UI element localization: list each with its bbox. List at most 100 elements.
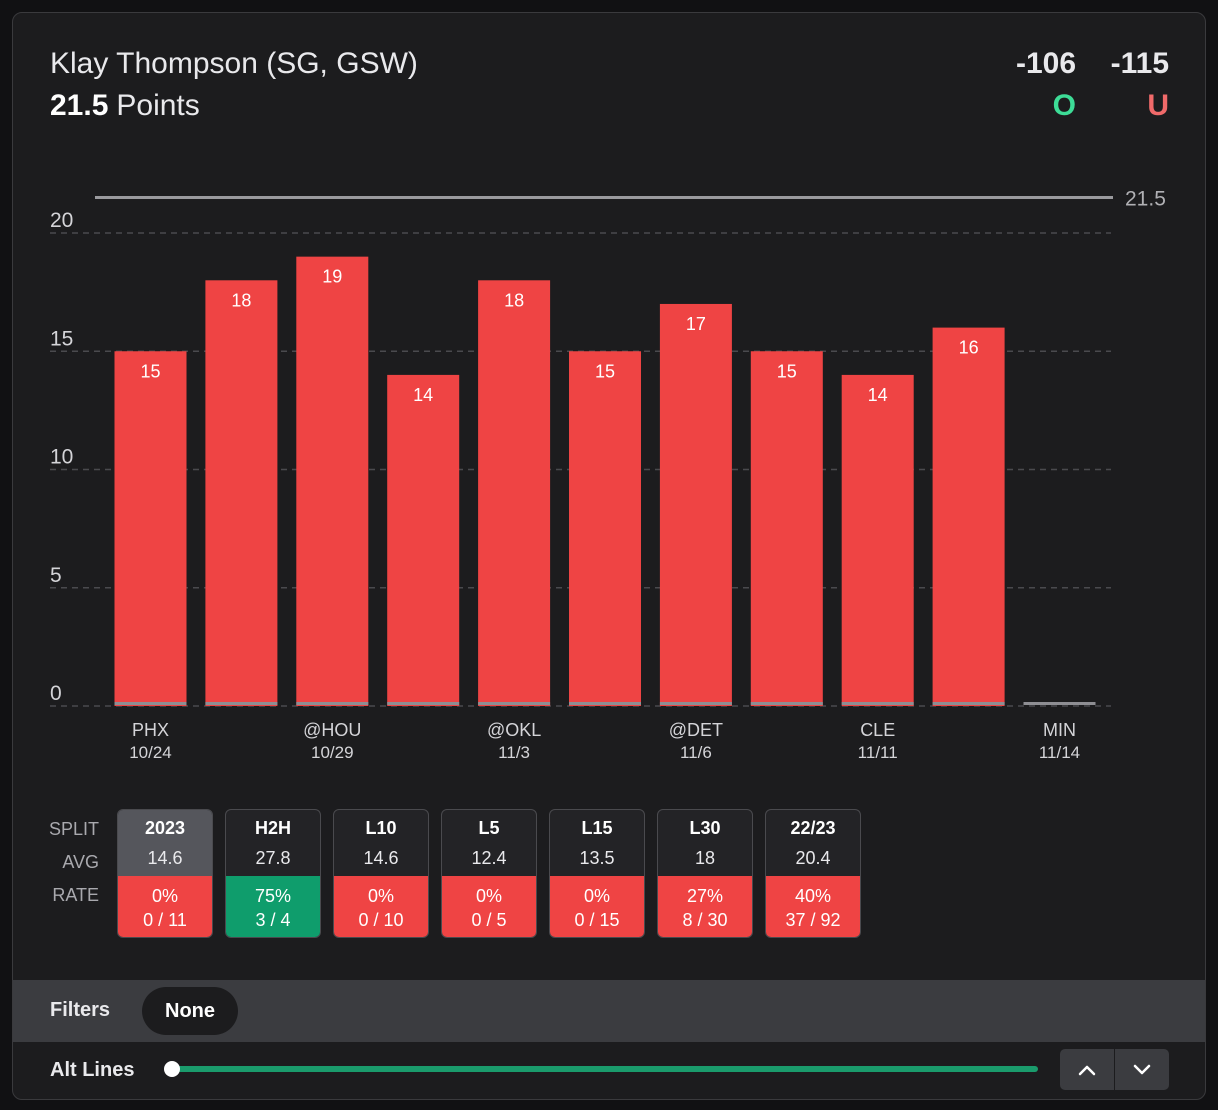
y-tick-label: 15 [50,327,73,350]
bar-baseline [478,702,551,705]
avg-label: AVG [62,852,99,872]
bar-baseline [114,702,187,705]
y-tick-label: 5 [50,564,62,587]
split-rate-record: 37 / 92 [785,910,841,930]
x-tick-label: PHX [132,720,169,740]
bar-value-label: 18 [504,290,524,310]
line-up-button[interactable] [1060,1049,1114,1090]
split-rate: 27% 8 / 30 [658,876,752,937]
points-bar-chart: 0 5 10 15 20 15 PHX 10/24 18 19 @HOU 10/29 14 18 @OKL 1… [50,188,1166,762]
split-column-l5[interactable]: L5 12.4 0% 0 / 5 [441,809,537,938]
bar-value-label: 14 [868,385,888,405]
alt-lines-slider-track[interactable] [172,1066,1038,1072]
bar [205,280,278,706]
bar-value-label: 18 [231,290,251,310]
bar-value-label: 17 [686,314,706,334]
split-name: 22/23 [790,818,836,838]
split-header: L10 14.6 [334,810,428,876]
alt-lines-slider-thumb[interactable] [164,1061,180,1077]
bar [114,351,187,706]
split-rate-percent: 0% [151,886,178,906]
filters-label: Filters [50,999,111,1021]
bar-baseline [659,702,732,705]
bar-baseline [1023,702,1096,705]
split-rate-record: 0 / 15 [574,910,620,930]
bar [387,374,460,706]
split-rate-percent: 0% [367,886,394,906]
split-header: L30 18 [658,810,752,876]
bar-value-label: 14 [413,385,433,405]
bar-baseline [569,702,641,705]
x-date-label: 11/14 [1039,743,1080,762]
bar [478,280,551,706]
prop-card: Klay Thompson (SG, GSW) 21.5 Points -106 … [12,12,1206,1100]
split-rate-percent: 27% [686,886,724,906]
split-rate-record: 0 / 10 [358,910,404,930]
split-name: L30 [689,818,721,838]
chevron-down-icon [1133,1064,1150,1074]
split-rate: 0% 0 / 5 [442,876,536,937]
split-header: 22/23 20.4 [766,810,860,876]
bar-value-label: 16 [959,338,979,358]
bar-value-label: 15 [777,361,797,381]
split-header: L15 13.5 [550,810,644,876]
x-tick-label: @DET [669,720,723,740]
prop-line-label: 21.5 [1125,188,1166,211]
split-rate-record: 3 / 4 [255,910,291,930]
bar [296,256,369,706]
split-avg: 18 [694,848,716,868]
split-name: H2H [254,818,291,838]
stat-name: Points [116,89,200,122]
alt-lines-label: Alt Lines [50,1059,135,1081]
split-rate-record: 0 / 5 [471,910,507,930]
split-rate-percent: 75% [254,886,292,906]
x-date-label: 11/11 [858,743,898,762]
split-avg: 27.8 [255,848,291,868]
rate-label: RATE [52,885,99,905]
split-rate-percent: 0% [475,886,502,906]
x-date-label: 11/3 [498,743,530,762]
split-column-l15[interactable]: L15 13.5 0% 0 / 15 [549,809,645,938]
x-date-label: 10/24 [129,743,172,762]
split-column-l10[interactable]: L10 14.6 0% 0 / 10 [333,809,429,938]
split-avg: 14.6 [147,848,183,868]
split-rate: 0% 0 / 15 [550,876,644,937]
bar [841,374,914,706]
split-column-l30[interactable]: L30 18 27% 8 / 30 [657,809,753,938]
over-label[interactable]: O [1052,89,1076,122]
split-column-h2h[interactable]: H2H 27.8 75% 3 / 4 [225,809,321,938]
chevron-up-icon [1078,1065,1096,1075]
split-rate-percent: 40% [794,886,832,906]
bar-baseline [932,702,1005,705]
split-name: L10 [365,818,397,838]
split-header: 2023 14.6 [118,810,212,876]
bar-baseline [750,702,823,705]
line-down-button[interactable] [1114,1049,1168,1090]
split-rate-percent: 0% [583,886,610,906]
filters-none-button[interactable]: None [142,987,238,1035]
y-tick-label: 0 [50,682,62,705]
split-rate: 40% 37 / 92 [766,876,860,937]
split-header: H2H 27.8 [226,810,320,876]
split-avg: 14.6 [363,848,399,868]
bar-value-label: 15 [140,361,160,381]
line-stepper [1060,1049,1169,1090]
x-tick-label: CLE [860,720,895,740]
split-column-2023[interactable]: 2023 14.6 0% 0 / 11 [117,809,213,938]
split-name: L5 [478,818,500,838]
under-odds[interactable]: -115 [1110,47,1169,80]
split-column-22-23[interactable]: 22/23 20.4 40% 37 / 92 [765,809,861,938]
bar-baseline [387,702,460,705]
split-rate-record: 0 / 11 [143,910,187,930]
x-tick-label: @HOU [303,720,361,740]
over-odds[interactable]: -106 [1015,47,1076,80]
split-rate: 75% 3 / 4 [226,876,320,937]
split-rate: 0% 0 / 11 [118,876,212,937]
x-date-label: 10/29 [311,743,354,762]
under-label[interactable]: U [1147,89,1169,122]
line-value: 21.5 [50,89,109,122]
y-tick-label: 20 [50,209,73,232]
bar-value-label: 15 [595,361,615,381]
bar-baseline [841,702,914,705]
split-label: SPLIT [49,819,100,839]
